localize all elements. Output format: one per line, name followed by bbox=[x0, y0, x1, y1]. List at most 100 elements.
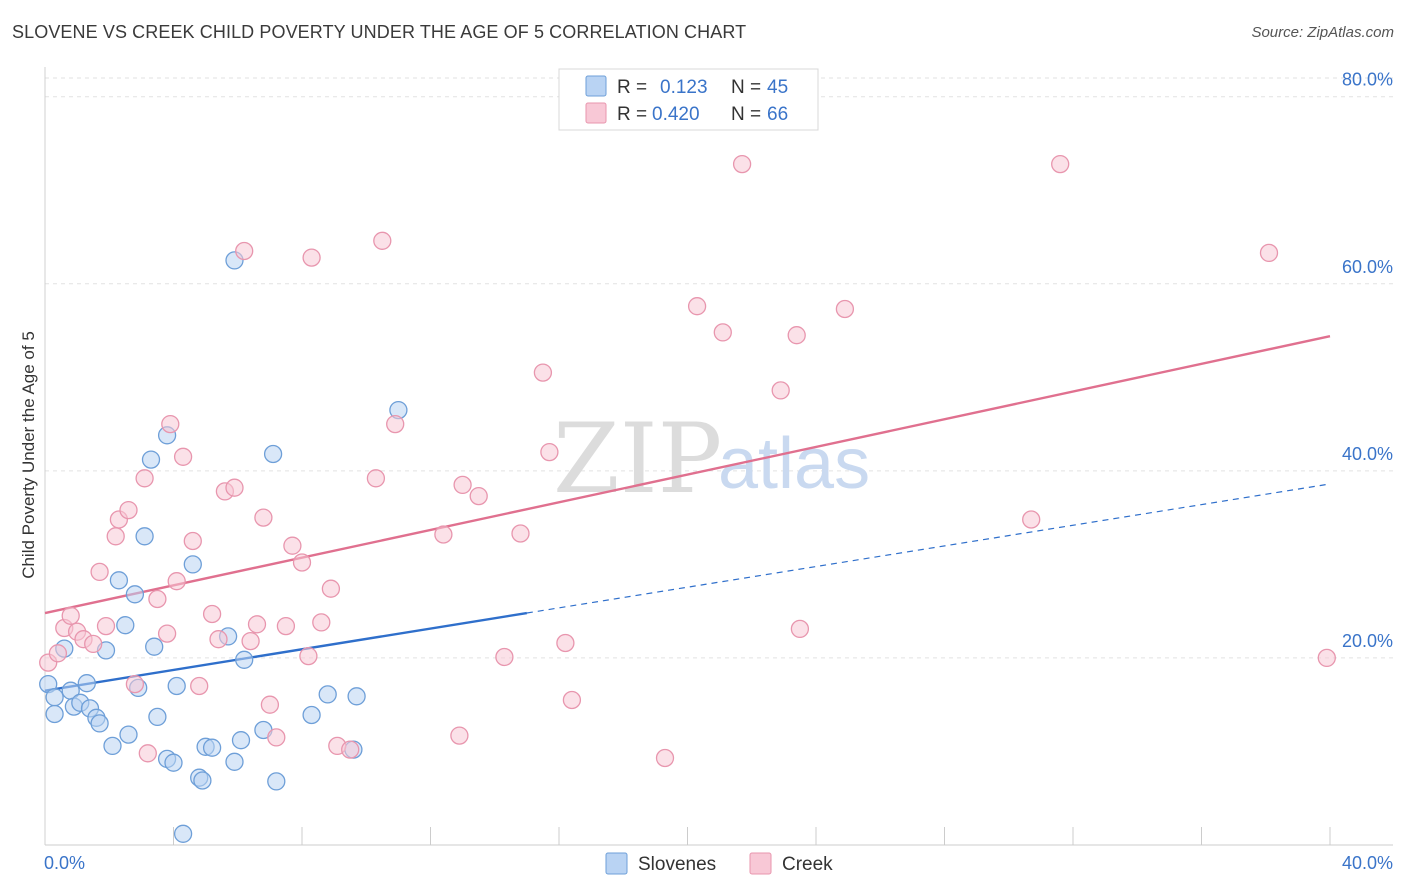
slovenes-trend-line bbox=[44, 611, 528, 692]
creek-point bbox=[96, 616, 116, 636]
slovenes-point bbox=[183, 555, 202, 574]
creek-point bbox=[835, 299, 855, 319]
creek-point bbox=[469, 486, 488, 506]
creek-point bbox=[235, 241, 254, 261]
creek-point bbox=[209, 630, 228, 649]
bottom-legend-label-creek: Creek bbox=[782, 854, 833, 875]
slovenes-point bbox=[225, 752, 244, 771]
creek-point bbox=[453, 475, 472, 495]
slovenes-point bbox=[202, 738, 222, 757]
slovenes-point bbox=[109, 571, 129, 590]
grid-layer bbox=[45, 77, 1393, 659]
creek-point bbox=[732, 154, 752, 174]
slovenes-point bbox=[302, 705, 321, 725]
creek-point bbox=[302, 248, 321, 267]
x-tick-label: 0.0% bbox=[44, 853, 85, 873]
slovenes-point bbox=[167, 676, 186, 696]
creek-point bbox=[1259, 243, 1279, 263]
creek-point bbox=[148, 589, 167, 609]
legend-n-label-slovenes: N = bbox=[731, 77, 761, 98]
legend-n-label-creek: N = bbox=[731, 104, 761, 125]
creek-point bbox=[1051, 154, 1070, 174]
slovenes-point bbox=[231, 731, 251, 750]
creek-point bbox=[386, 414, 405, 434]
slovenes-point bbox=[173, 824, 193, 843]
slovenes-point bbox=[90, 714, 109, 733]
slovenes-point bbox=[125, 585, 145, 604]
creek-point bbox=[225, 478, 244, 497]
creek-point bbox=[183, 531, 202, 551]
slovenes-point bbox=[193, 771, 212, 790]
watermark-atlas: atlas bbox=[718, 424, 870, 504]
creek-point bbox=[138, 744, 157, 763]
slovenes-point bbox=[45, 688, 64, 707]
creek-point bbox=[292, 553, 312, 572]
creek-trend-line bbox=[44, 334, 1331, 615]
slovenes-trend-extension bbox=[526, 483, 1331, 614]
creek-point bbox=[687, 297, 707, 316]
creek-point bbox=[247, 615, 267, 634]
point-layer bbox=[39, 154, 1336, 843]
creek-point bbox=[562, 690, 582, 710]
creek-point bbox=[366, 469, 386, 488]
creek-point bbox=[202, 604, 222, 624]
slovenes-point bbox=[148, 707, 167, 727]
creek-point bbox=[90, 562, 109, 582]
slovenes-point bbox=[103, 736, 122, 756]
slovenes-point bbox=[77, 674, 96, 693]
legend-swatch-creek bbox=[585, 102, 607, 124]
y-tick-label: 80.0% bbox=[1342, 70, 1393, 90]
slovenes-point bbox=[45, 704, 64, 724]
creek-point bbox=[267, 728, 286, 747]
legend-n-value-creek: 66 bbox=[767, 104, 788, 125]
legend-r-label-slovenes: R = bbox=[617, 77, 647, 98]
slovenes-point bbox=[235, 650, 254, 669]
creek-point bbox=[556, 633, 575, 653]
creek-point bbox=[533, 363, 553, 382]
creek-point bbox=[260, 695, 280, 714]
creek-point bbox=[125, 674, 145, 694]
creek-point bbox=[241, 631, 260, 651]
slovenes-point bbox=[145, 637, 164, 656]
creek-point bbox=[135, 469, 154, 488]
creek-point bbox=[119, 500, 138, 520]
bottom-legend-swatch-slovenes bbox=[605, 852, 628, 875]
axis-layer bbox=[44, 67, 1393, 846]
creek-point bbox=[157, 624, 177, 643]
slovenes-point bbox=[135, 527, 154, 546]
creek-point bbox=[1022, 510, 1041, 529]
y-axis-title: Child Poverty Under the Age of 5 bbox=[19, 331, 38, 579]
creek-point bbox=[511, 524, 530, 543]
creek-point bbox=[106, 527, 125, 546]
creek-point bbox=[321, 579, 341, 598]
slovenes-point bbox=[164, 753, 183, 772]
creek-point bbox=[341, 740, 360, 759]
legend-r-value-slovenes: 0.123 bbox=[660, 77, 708, 98]
creek-point bbox=[450, 726, 469, 745]
trend-layer bbox=[44, 334, 1331, 692]
y-tick-label: 20.0% bbox=[1342, 631, 1393, 651]
creek-point bbox=[84, 634, 103, 654]
creek-point bbox=[173, 447, 193, 466]
x-tick-label: 40.0% bbox=[1342, 853, 1393, 873]
legend-swatch-slovenes bbox=[585, 75, 607, 97]
slovenes-point bbox=[116, 616, 135, 635]
creek-point bbox=[167, 572, 186, 591]
creek-point bbox=[161, 414, 180, 434]
creek-point bbox=[1317, 648, 1336, 668]
slovenes-point bbox=[347, 687, 366, 706]
creek-point bbox=[655, 748, 675, 768]
chart-title: SLOVENE VS CREEK CHILD POVERTY UNDER THE… bbox=[12, 22, 747, 42]
creek-point bbox=[373, 231, 392, 250]
slovenes-point bbox=[267, 772, 286, 791]
slovenes-point bbox=[318, 685, 337, 704]
creek-point bbox=[299, 646, 318, 666]
slovenes-point bbox=[119, 725, 138, 744]
creek-point bbox=[48, 644, 68, 663]
legend-r-label-creek: R = bbox=[617, 104, 647, 125]
creek-point bbox=[787, 326, 806, 345]
creek-point bbox=[61, 606, 80, 625]
legend-r-value-creek: 0.420 bbox=[652, 104, 700, 125]
legend: R = 0.123 N = 45 R = 0.420 N = 66 bbox=[558, 68, 819, 131]
creek-point bbox=[495, 647, 514, 667]
